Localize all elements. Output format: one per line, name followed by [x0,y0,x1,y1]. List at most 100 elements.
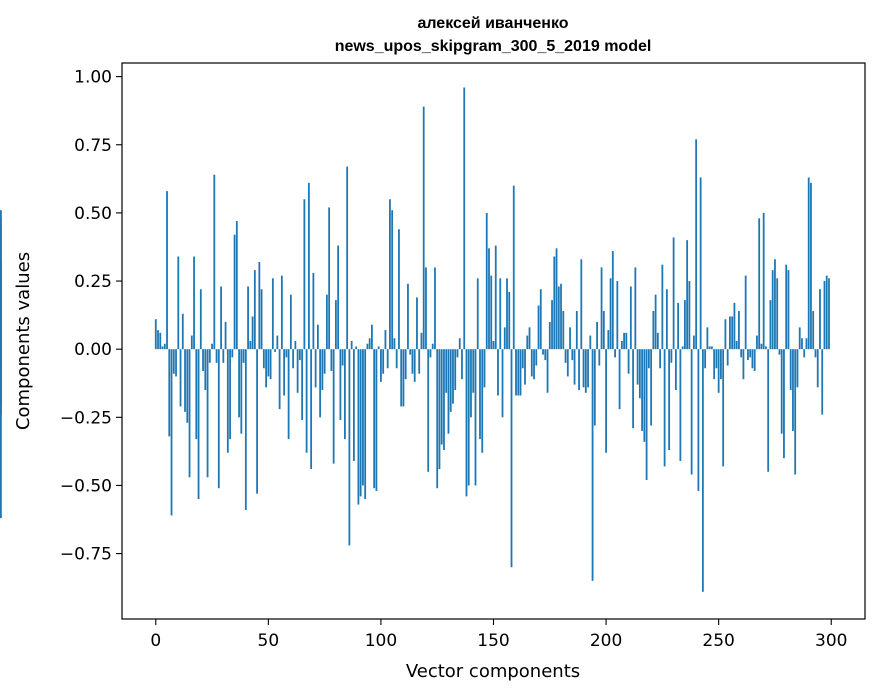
bar-component-35 [233,234,236,350]
bar-component-41 [247,286,249,350]
bar-component-177 [553,256,556,350]
bar-component-206 [618,349,621,410]
bar-component-251 [720,349,722,380]
bar-component-28 [217,349,220,489]
bar-component-98 [375,349,378,491]
bar-component-276 [776,278,779,350]
bar-component-234 [681,346,684,350]
bar-component-21 [202,349,204,371]
bar-component-102 [384,330,387,350]
bar-component-79 [332,349,335,464]
bar-component-24 [208,349,211,363]
bar-component-32 [226,349,229,453]
bar-component-77 [328,207,331,350]
bar-component-57 [283,349,286,396]
bar-component-197 [598,349,601,366]
bar-component-122 [429,349,432,358]
bar-component-210 [627,349,630,374]
bar-component-285 [796,349,799,388]
bar-component-227 [665,289,668,350]
bar-component-46 [258,261,261,350]
bar-component-255 [729,316,731,350]
bar-component-191 [584,349,587,393]
bar-component-236 [686,240,689,350]
bar-component-232 [677,302,680,350]
bar-component-62 [294,341,297,350]
bar-component-248 [713,349,716,380]
bar-component-260 [740,349,743,358]
bar-component-110 [402,349,405,407]
bar-component-165 [526,335,529,350]
bar-component-264 [749,349,752,358]
chart-title-line-1: алексей иванченко [417,15,568,32]
bar-component-9 [175,349,177,377]
bar-component-230 [672,237,675,350]
bar-component-284 [794,349,797,475]
bar-component-103 [386,349,389,369]
bar-component-228 [668,349,671,451]
bar-component-106 [393,338,396,350]
bar-component-268 [758,218,761,350]
bar-component-183 [566,349,569,377]
bar-component-47 [260,289,263,350]
bar-component-149 [490,275,493,350]
bar-component-279 [783,349,785,459]
bar-component-101 [382,349,385,374]
bar-component-217 [643,349,646,442]
bar-component-135 [458,338,461,350]
bar-component-145 [481,349,484,453]
bar-component-247 [711,346,713,350]
bar-component-137 [463,87,466,350]
bar-component-207 [620,341,623,350]
bar-component-51 [269,349,272,380]
bar-component-199 [602,311,605,350]
x-tick-label: 0 [150,631,161,651]
plot-frame [121,62,866,620]
bar-component-36 [235,221,238,350]
bar-component-86 [348,349,351,546]
bar-component-172 [542,349,544,355]
bar-component-169 [535,349,538,366]
bar-component-225 [661,264,664,350]
bar-component-7 [170,349,173,516]
bar-component-72 [316,324,319,350]
bar-component-undefined [0,349,2,363]
bar-component-139 [467,349,470,486]
bar-component-219 [647,349,650,369]
bar-component-218 [645,349,648,480]
bar-component-108 [398,229,400,350]
bar-component-215 [638,349,641,399]
bar-component-29 [220,286,222,350]
bar-component-147 [485,212,488,350]
bar-component-221 [652,311,655,350]
x-tick-label: 50 [258,631,280,651]
bar-component-222 [654,294,657,350]
bar-component-60 [289,294,292,350]
bar-component-292 [812,311,815,350]
bar-component-84 [344,349,346,440]
bar-component-56 [280,275,283,350]
bar-component-181 [562,311,565,350]
bar-component-43 [251,316,254,350]
bar-component-141 [472,349,475,393]
bar-component-38 [240,349,243,434]
bar-component-90 [357,349,360,505]
bar-component-299 [828,278,830,350]
bar-component-176 [551,300,553,350]
bar-component-239 [692,335,695,350]
bar-component-280 [785,264,788,350]
bar-component-26 [213,174,216,350]
bar-component-195 [593,349,596,426]
bar-component-143 [476,278,479,350]
bar-component-34 [231,349,234,358]
bar-component-265 [751,349,754,369]
bar-component-277 [778,349,781,355]
bar-component-231 [674,349,677,391]
bar-component-121 [427,349,430,472]
bar-component-203 [611,251,614,350]
bar-component-185 [571,349,574,361]
bar-component-8 [172,349,175,374]
bar-component-281 [787,270,790,350]
bar-component-174 [546,349,549,393]
bar-component-297 [823,281,826,350]
